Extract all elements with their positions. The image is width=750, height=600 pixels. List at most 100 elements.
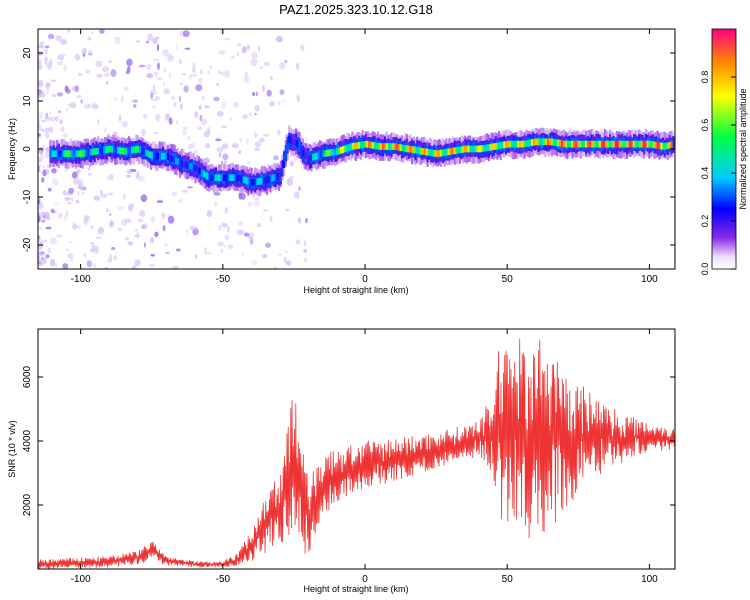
- noise-speck: [252, 92, 256, 97]
- noise-speck: [91, 103, 99, 110]
- noise-speck: [72, 177, 80, 185]
- spectrogram-cell: [270, 175, 273, 182]
- spectrogram-cell: [455, 147, 458, 154]
- x-tick-label: 50: [502, 574, 514, 585]
- noise-speck: [209, 65, 213, 70]
- spectrogram-cell: [461, 146, 464, 153]
- noise-speck: [213, 96, 220, 102]
- spectrogram-cell: [415, 147, 418, 154]
- spectrogram-cell: [268, 175, 271, 183]
- spectrogram-cell: [87, 149, 90, 156]
- spectrogram-cell: [298, 143, 301, 150]
- spectrogram-cell: [572, 140, 576, 148]
- noise-speck: [38, 215, 41, 223]
- noise-speck: [151, 99, 158, 102]
- spectrogram-cell: [101, 147, 104, 154]
- noise-speck: [246, 44, 251, 51]
- spectrogram-cell: [473, 145, 476, 153]
- noise-speck: [284, 250, 288, 253]
- spectrogram-cell: [614, 140, 617, 148]
- spectrogram-cell: [373, 142, 376, 149]
- noise-speck: [153, 131, 158, 134]
- noise-speck: [305, 218, 308, 224]
- spectrogram-cell: [180, 160, 183, 167]
- spectrogram-cell: [300, 146, 303, 154]
- snr-series-line: [38, 338, 675, 569]
- noise-speck: [38, 204, 42, 209]
- noise-speck: [58, 110, 61, 113]
- noise-speck: [224, 160, 227, 163]
- spectrogram-cell: [451, 147, 454, 155]
- spectrogram-cell: [131, 146, 134, 154]
- noise-speck: [303, 249, 308, 253]
- x-tick-label: -50: [216, 274, 231, 285]
- noise-speck: [81, 192, 85, 195]
- spectrogram-cell: [397, 144, 400, 151]
- spectrogram-cell: [340, 146, 343, 154]
- spectrogram-cell: [111, 146, 114, 153]
- noise-speck: [134, 259, 141, 266]
- spectrogram-cell: [61, 150, 64, 158]
- spectrogram-cell: [77, 150, 80, 158]
- noise-speck: [69, 241, 72, 244]
- noise-speck: [114, 37, 121, 45]
- noise-speck: [168, 117, 173, 125]
- noise-speck: [278, 253, 282, 257]
- spectrogram-cell: [543, 138, 546, 146]
- noise-speck: [65, 210, 69, 218]
- spectrogram-cell: [220, 174, 223, 182]
- spectrogram-cell: [160, 152, 164, 160]
- noise-speck: [218, 69, 221, 75]
- noise-speck: [225, 206, 228, 213]
- spectrogram-cell: [628, 140, 631, 148]
- spectrogram-cell: [336, 148, 339, 155]
- noise-speck: [51, 258, 55, 264]
- spectrogram-cell: [342, 146, 345, 153]
- spectrogram-cell: [95, 148, 98, 155]
- spectrogram-cell: [332, 148, 335, 156]
- spectrogram-cell: [379, 143, 382, 150]
- noise-speck: [75, 96, 80, 99]
- spectrogram-cell: [566, 140, 570, 148]
- noise-speck: [162, 68, 167, 73]
- spectrogram-cell: [664, 143, 667, 150]
- noise-speck: [90, 242, 94, 245]
- noise-speck: [171, 191, 178, 197]
- noise-speck: [246, 138, 249, 145]
- spectrogram-cell: [278, 172, 281, 180]
- spectrogram-cell: [182, 160, 185, 168]
- noise-speck: [42, 257, 47, 265]
- spectrogram-cell: [407, 145, 410, 153]
- noise-speck: [50, 208, 55, 214]
- noise-speck: [172, 265, 179, 269]
- spectrogram-cell: [176, 158, 179, 165]
- noise-speck: [145, 40, 149, 44]
- noise-speck: [242, 114, 248, 120]
- spectrogram-cell: [590, 140, 593, 148]
- noise-speck: [118, 114, 122, 122]
- spectrogram-cell: [545, 138, 548, 146]
- spectrogram-cell: [507, 140, 510, 148]
- noise-speck: [38, 93, 42, 98]
- spectrogram-cell: [281, 163, 284, 175]
- spectrogram-cell: [246, 177, 249, 185]
- noise-speck: [108, 60, 112, 64]
- x-tick-label: 100: [641, 574, 658, 585]
- noise-speck: [117, 227, 122, 232]
- noise-speck: [74, 85, 80, 93]
- spectrogram-cell: [53, 150, 56, 158]
- spectrogram-cell: [600, 140, 603, 148]
- spectrogram-cell: [612, 140, 615, 148]
- noise-speck: [285, 209, 290, 212]
- noise-speck: [142, 114, 148, 119]
- noise-speck: [250, 58, 258, 67]
- noise-speck: [167, 215, 175, 224]
- spectrogram-cell: [103, 146, 106, 154]
- noise-speck: [66, 29, 70, 33]
- spectrogram-cell: [375, 142, 378, 150]
- snr-ylabel: SNR (10 * v/v): [7, 420, 17, 478]
- noise-speck: [44, 58, 48, 66]
- spectrogram-cell: [286, 144, 289, 152]
- spectrogram-cell: [117, 147, 120, 154]
- noise-speck: [247, 201, 253, 207]
